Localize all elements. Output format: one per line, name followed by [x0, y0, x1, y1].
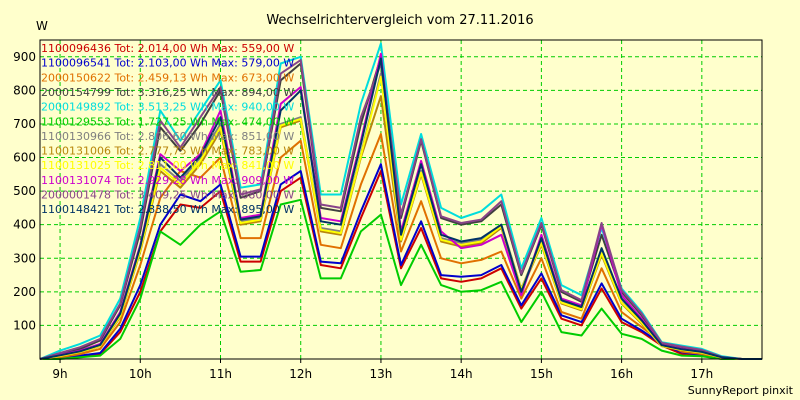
legend-entry-2000149892: 2000149892 Tot: 3.513,25 Wh Max: 940,00 … — [41, 101, 294, 114]
x-tick-label: 15h — [530, 367, 553, 381]
x-tick-label: 13h — [370, 367, 393, 381]
x-axis-ticks: 9h 10h 11h 12h 13h 14h 15h 16h 17h — [52, 359, 713, 381]
legend-entry-2000154799: 2000154799 Tot: 3.316,25 Wh Max: 894,00 … — [41, 86, 294, 99]
chart-title: Wechselrichtervergleich vom 27.11.2016 — [266, 13, 533, 28]
x-tick-label: 9h — [52, 367, 67, 381]
y-tick-label: 200 — [13, 285, 36, 299]
series-line-2000150622 — [39, 133, 762, 360]
x-tick-label: 11h — [209, 367, 232, 381]
legend-entry-1100148421: 1100148421 Tot: 2.838,50 Wh Max: 895,00 … — [41, 203, 294, 216]
y-tick-label: 500 — [13, 184, 36, 198]
legend-entry-1100131006: 1100131006 Tot: 2.777,75 Wh Max: 783,00 … — [41, 145, 294, 158]
y-axis-unit-label: W — [36, 19, 48, 33]
y-tick-label: 700 — [13, 117, 36, 131]
x-tick-label: 17h — [690, 367, 713, 381]
y-tick-label: 400 — [13, 218, 36, 232]
legend: 1100096436 Tot: 2.014,00 Wh Max: 559,00 … — [41, 42, 294, 216]
footer-credit: SunnyReport pinxit — [688, 384, 794, 397]
legend-entry-1100130966: 1100130966 Tot: 2.806,60 Wh Max: 851,00 … — [41, 130, 294, 143]
plot-frame — [39, 39, 763, 360]
series-line-1100131025 — [39, 75, 762, 360]
legend-entry-1100131074: 1100131074 Tot: 2.929,28 Wh Max: 909,00 … — [41, 174, 294, 187]
series-line-2000149892 — [39, 42, 762, 360]
series-line-1100148421 — [39, 57, 762, 360]
legend-entry-1100096541: 1100096541 Tot: 2.103,00 Wh Max: 579,00 … — [41, 57, 294, 70]
y-tick-label: 800 — [13, 83, 36, 97]
x-tick-label: 14h — [450, 367, 473, 381]
y-tick-label: 600 — [13, 151, 36, 165]
series-line-1100096541 — [39, 163, 762, 360]
series-line-2000001478 — [39, 59, 762, 360]
x-tick-label: 10h — [129, 367, 152, 381]
series-line-1100129553 — [40, 198, 762, 360]
x-tick-label: 16h — [610, 367, 633, 381]
y-tick-label: 900 — [13, 50, 36, 64]
legend-entry-1100131025: 1100131025 Tot: 2.811,00 Wh Max: 841,00 … — [41, 159, 294, 172]
legend-entry-2000150622: 2000150622 Tot: 2.459,13 Wh Max: 673,00 … — [41, 71, 294, 84]
legend-entry-2000001478: 2000001478 Tot: 3.409,25 Wh Max: 880,00 … — [41, 189, 294, 202]
y-tick-label: 100 — [13, 318, 36, 332]
series-lines — [39, 42, 762, 360]
legend-entry-1100096436: 1100096436 Tot: 2.014,00 Wh Max: 559,00 … — [41, 42, 294, 55]
y-axis-ticks: 100 200 300 400 500 600 700 800 900 — [13, 50, 36, 333]
y-tick-label: 300 — [13, 251, 36, 265]
x-tick-label: 12h — [289, 367, 312, 381]
legend-entry-1100129553: 1100129553 Tot: 1.727,25 Wh Max: 474,00 … — [41, 115, 294, 128]
